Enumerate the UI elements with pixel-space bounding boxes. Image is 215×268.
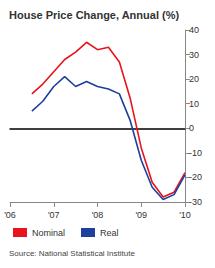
svg-text:-20: -20 xyxy=(189,172,202,182)
svg-text:Real: Real xyxy=(100,228,119,238)
svg-text:'06: '06 xyxy=(4,210,16,220)
svg-text:10: 10 xyxy=(189,99,199,109)
svg-text:0: 0 xyxy=(189,123,194,133)
svg-text:House Price Change, Annual (%): House Price Change, Annual (%) xyxy=(9,9,179,21)
svg-text:'07: '07 xyxy=(48,210,60,220)
svg-text:20: 20 xyxy=(189,74,199,84)
svg-text:-10: -10 xyxy=(189,148,202,158)
svg-text:30: 30 xyxy=(189,50,199,60)
svg-text:'10: '10 xyxy=(179,210,191,220)
svg-text:-30: -30 xyxy=(189,197,202,207)
svg-text:40: 40 xyxy=(189,25,199,35)
svg-text:Nominal: Nominal xyxy=(32,228,65,238)
svg-text:'09: '09 xyxy=(135,210,147,220)
svg-text:Source: National Statistical I: Source: National Statistical Institute xyxy=(9,249,135,258)
svg-text:'08: '08 xyxy=(92,210,104,220)
